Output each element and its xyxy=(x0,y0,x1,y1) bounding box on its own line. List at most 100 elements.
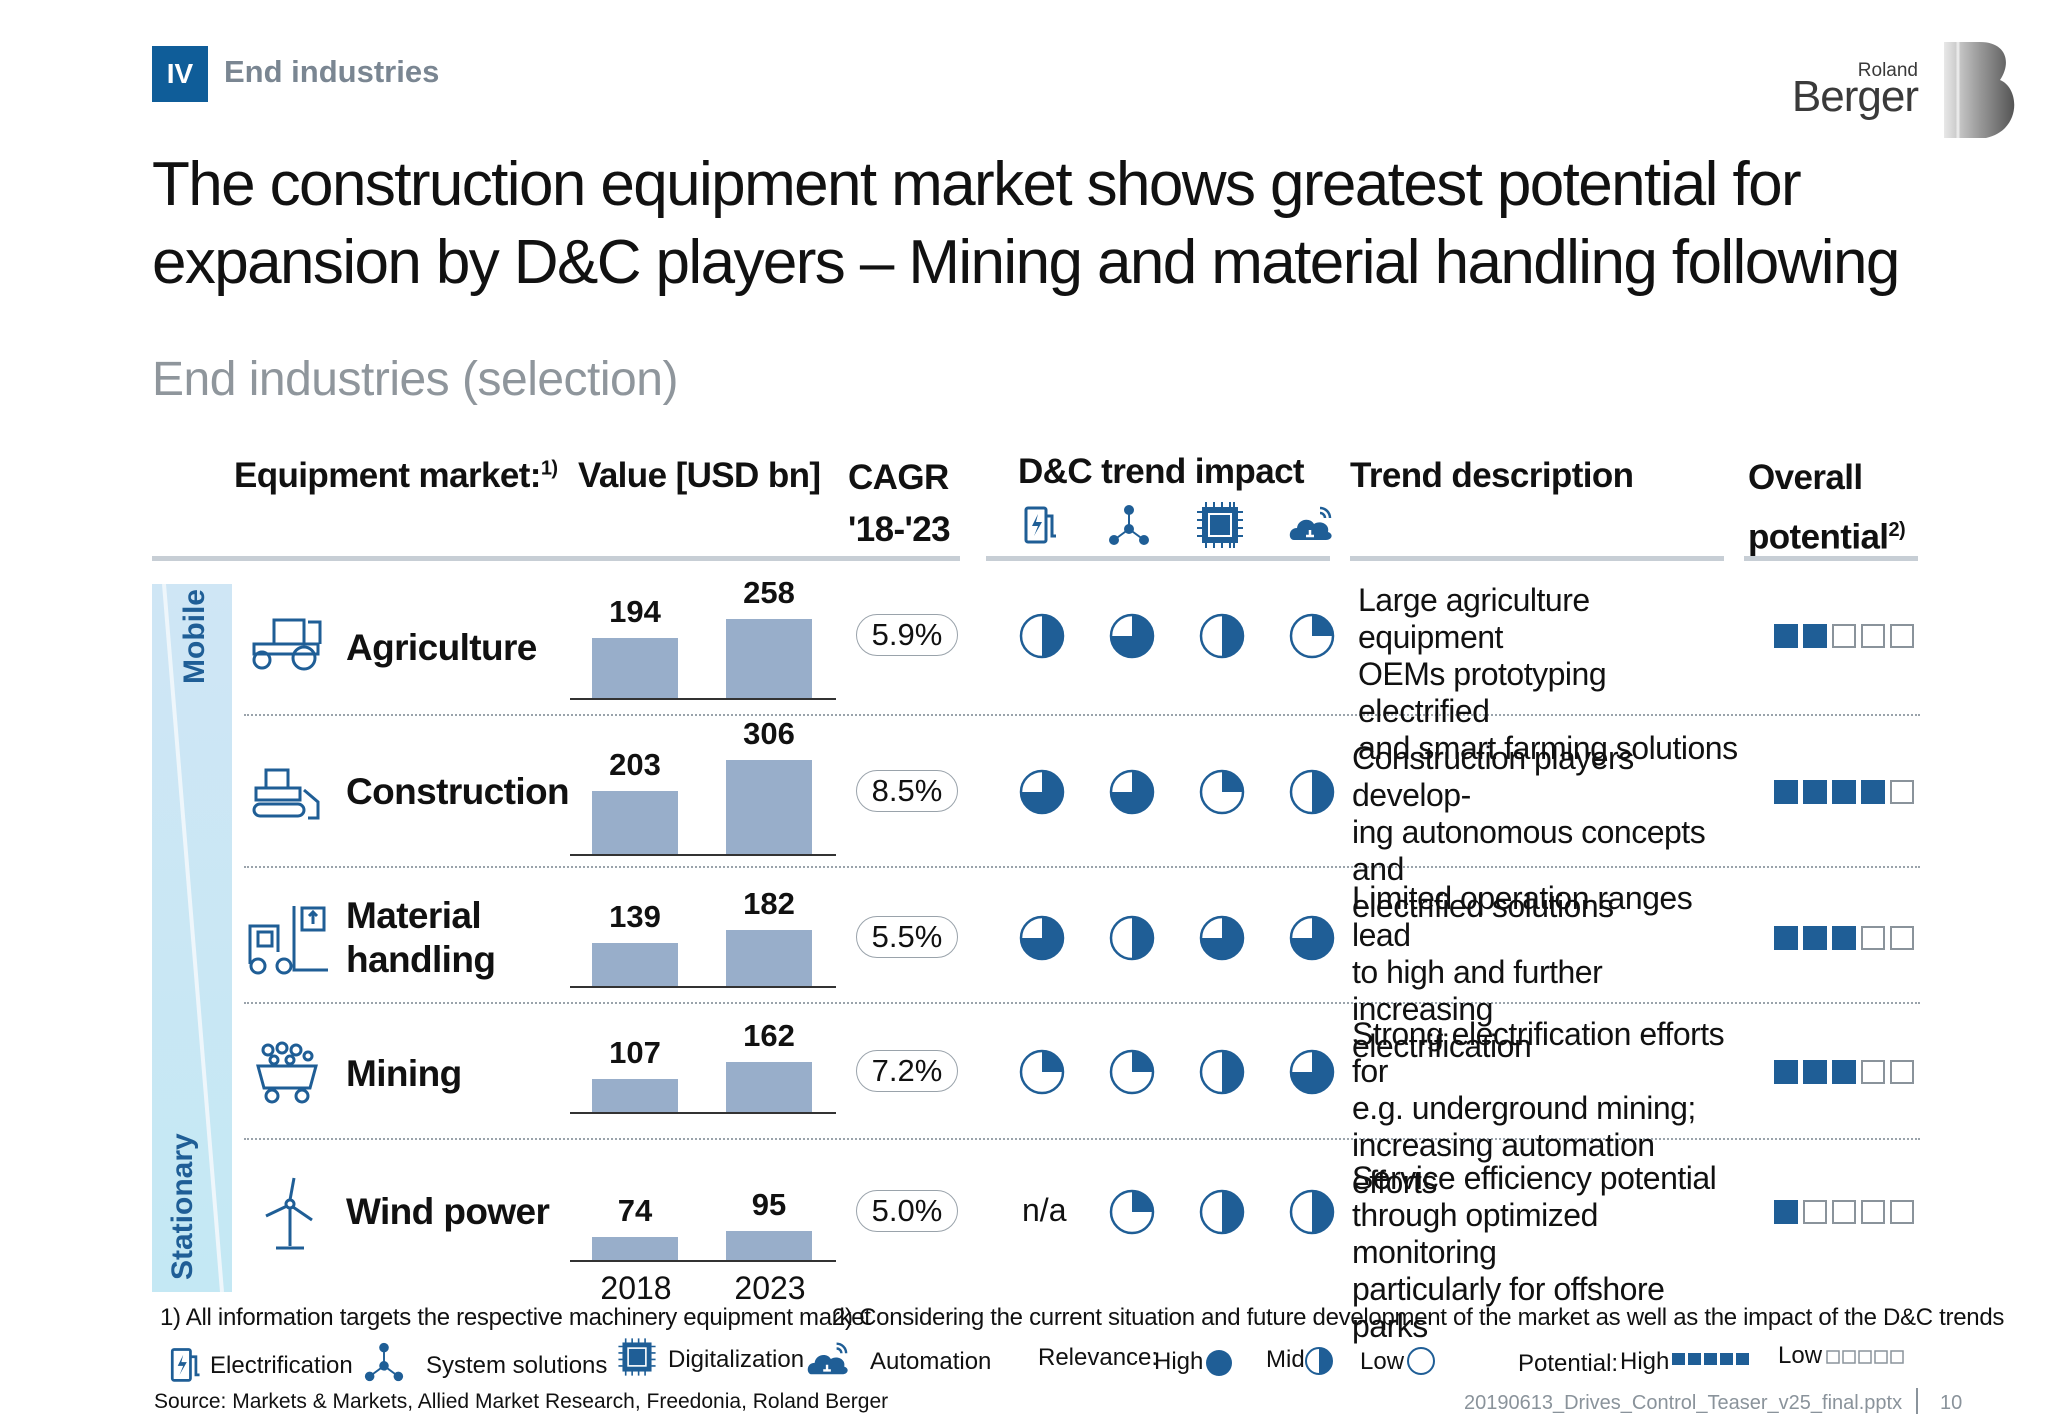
legend-potential-low-label: Low xyxy=(1778,1342,1823,1369)
cagr-pill: 5.9% xyxy=(856,614,958,656)
legend-system-solutions-label: System solutions xyxy=(426,1352,608,1379)
legend-automation-icon xyxy=(807,1342,848,1375)
header-underline-impact xyxy=(986,556,1330,561)
column-header-cagr: CAGR '18-'23 xyxy=(848,452,951,556)
impact-indicator-icon xyxy=(1289,613,1335,659)
potential-square xyxy=(1774,1060,1798,1084)
column-header-cagr-line-2: '18-'23 xyxy=(848,510,951,549)
file-name: 20190613_Drives_Control_Teaser_v25_final… xyxy=(1464,1392,1903,1414)
side-label-mobile: Mobile xyxy=(178,589,211,684)
company-logo-icon xyxy=(1944,42,2015,138)
bulldozer-icon xyxy=(252,768,320,820)
industry-label-wind-power: Wind power xyxy=(346,1190,550,1234)
section-number-badge: IV xyxy=(152,46,208,102)
potential-square xyxy=(1861,780,1885,804)
electrification-icon xyxy=(1024,506,1056,544)
footnote-marker-1: 1) xyxy=(540,457,558,480)
page-number: 10 xyxy=(1940,1392,1963,1414)
bar-value-label: 258 xyxy=(743,575,795,610)
potential-square xyxy=(1832,1200,1856,1224)
industry-label-line: Agriculture xyxy=(346,627,537,668)
industry-label-material-handling: Material handling xyxy=(346,894,496,982)
value-bar xyxy=(592,1237,678,1260)
bar-value-label: 306 xyxy=(743,716,795,751)
impact-indicator-icon xyxy=(1019,613,1065,659)
trend-description-line: Service efficiency potential xyxy=(1352,1160,1717,1196)
potential-square xyxy=(1774,1200,1798,1224)
impact-indicator-icon xyxy=(1289,1049,1335,1095)
potential-square xyxy=(1832,624,1856,648)
bar-value-label: 162 xyxy=(743,1018,795,1053)
potential-rating xyxy=(1774,780,1919,804)
value-bar xyxy=(726,760,812,854)
footnote-marker-2: 2) xyxy=(1888,519,1906,541)
trend-description: Strong electrification efforts for e.g. u… xyxy=(1352,1016,1732,1201)
potential-square xyxy=(1803,1060,1827,1084)
footnote-2: 2) Considering the current situation and… xyxy=(832,1304,2005,1331)
row-separator xyxy=(244,866,1920,868)
bar-value-label: 194 xyxy=(609,594,661,629)
potential-square xyxy=(1890,926,1914,950)
industry-label-line: Wind power xyxy=(346,1191,550,1232)
trend-description-line: e.g. underground mining; xyxy=(1352,1090,1696,1126)
trend-description-line: Strong electrification efforts for xyxy=(1352,1016,1725,1089)
potential-square xyxy=(1803,624,1827,648)
industry-label-mining: Mining xyxy=(346,1052,462,1096)
source-note: Source: Markets & Markets, Allied Market… xyxy=(154,1390,889,1413)
system-solutions-icon xyxy=(1109,505,1149,545)
cagr-pill: 5.0% xyxy=(856,1190,958,1232)
value-bar xyxy=(726,619,812,698)
impact-indicator-icon xyxy=(1199,1189,1245,1235)
wind-turbine-icon xyxy=(265,1177,313,1250)
trend-description-line: Construction players develop- xyxy=(1352,740,1634,813)
column-header-overall-line-2: potential xyxy=(1748,517,1889,557)
subheadline: End industries (selection) xyxy=(152,353,678,406)
trend-description-line: Large agriculture equipment xyxy=(1358,582,1590,655)
footnote-1: 1) All information targets the respectiv… xyxy=(160,1304,871,1331)
row-separator xyxy=(244,1138,1920,1140)
trend-description: Limited operation ranges lead to high and… xyxy=(1352,880,1732,1065)
potential-square xyxy=(1890,1200,1914,1224)
industry-label-line: handling xyxy=(346,939,496,980)
value-bar xyxy=(726,930,812,986)
potential-square xyxy=(1803,780,1827,804)
industry-label-line: Construction xyxy=(346,771,570,812)
row-separator xyxy=(244,714,1920,716)
bar-value-label: 107 xyxy=(609,1035,661,1070)
bar-axis xyxy=(570,1112,836,1114)
legend-potential-high-label: High xyxy=(1620,1348,1670,1375)
headline-line-2: expansion by D&C players – Mining and ma… xyxy=(152,228,1900,297)
impact-indicator-icon xyxy=(1109,1049,1155,1095)
impact-indicator-icon xyxy=(1109,1189,1155,1235)
impact-indicator-icon xyxy=(1109,613,1155,659)
trend-description: Large agriculture equipment OEMs prototyp… xyxy=(1358,582,1738,767)
legend-relevance-high-icon xyxy=(1206,1350,1232,1376)
bar-value-label: 74 xyxy=(617,1193,653,1228)
potential-rating xyxy=(1774,926,1919,950)
potential-rating xyxy=(1774,1200,1919,1224)
header-underline-left xyxy=(152,556,960,561)
legend-potential-label: Potential: xyxy=(1518,1350,1619,1377)
impact-indicator-icon xyxy=(1199,915,1245,961)
trend-description-line: through optimized monitoring xyxy=(1352,1197,1598,1270)
industry-label-line: Mining xyxy=(346,1053,462,1094)
logo-text-big: Berger xyxy=(1791,72,1919,121)
impact-indicator-icon xyxy=(1019,1049,1065,1095)
bar-axis xyxy=(570,986,836,988)
potential-square xyxy=(1832,1060,1856,1084)
year-label-2018: 2018 xyxy=(600,1270,672,1306)
headline: The construction equipment market shows … xyxy=(152,146,1992,302)
legend-relevance-low-label: Low xyxy=(1360,1348,1405,1375)
industry-label-line: Material xyxy=(346,895,482,936)
trend-description-line: particularly for offshore parks xyxy=(1352,1271,1665,1344)
column-header-overall-line-1: Overall xyxy=(1748,458,1863,497)
column-header-cagr-line-1: CAGR xyxy=(848,458,949,497)
trend-description: Service efficiency potential through opti… xyxy=(1352,1160,1732,1345)
trend-description-line: electrified solutions xyxy=(1352,888,1614,924)
impact-indicator-icon xyxy=(1109,915,1155,961)
section-title: End industries xyxy=(224,54,440,89)
potential-square xyxy=(1861,1060,1885,1084)
value-bar xyxy=(592,638,678,698)
legend-system-solutions-icon xyxy=(364,1342,404,1382)
potential-square xyxy=(1832,926,1856,950)
